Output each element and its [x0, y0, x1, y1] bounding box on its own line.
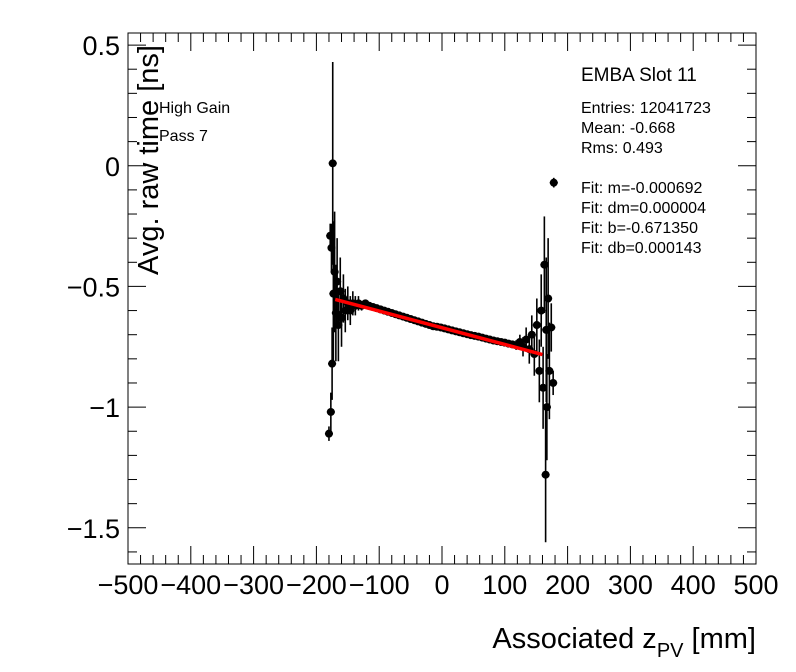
stats-line: Entries: 12041723 [581, 100, 711, 117]
marker [537, 306, 546, 315]
stats-line: Mean: -0.668 [581, 120, 675, 137]
x-tick-label: 400 [671, 570, 716, 600]
marker [333, 277, 342, 286]
marker [324, 429, 333, 438]
axis-ticks [127, 33, 757, 564]
y-tick-label: 0 [105, 152, 120, 182]
marker [539, 383, 548, 392]
marker [328, 359, 337, 368]
x-tick-label: 100 [482, 570, 527, 600]
y-tick-labels: 0.5 0 −0.5 −1 −1.5 [67, 31, 120, 544]
stats-line: Rms: 0.493 [581, 140, 663, 157]
data-point [544, 238, 553, 359]
y-tick-label: −0.5 [67, 272, 120, 302]
data-point [532, 298, 541, 352]
stats-box: Entries: 12041723 Mean: -0.668 Rms: 0.493 F… [581, 100, 711, 257]
chart-title: EMBA Slot 11 [581, 65, 697, 86]
fit-line [334, 297, 543, 357]
x-tick-label: 200 [545, 570, 590, 600]
x-tick-label: −400 [160, 570, 221, 600]
marker [547, 323, 556, 332]
marker [540, 260, 549, 269]
x-tick-label: 0 [434, 570, 449, 600]
data-point [547, 303, 556, 352]
stats-line: Fit: m=-0.000692 [581, 180, 703, 197]
x-tick-label: 500 [733, 570, 778, 600]
x-axis-title: Associated zPV [mm] [492, 623, 756, 662]
x-tick-label: 300 [608, 570, 653, 600]
x-tick-labels: −500 −400 −300 −200 −100 0 100 200 300 400 500 [98, 570, 779, 600]
x-tick-label: −500 [98, 570, 159, 600]
marker [545, 366, 554, 375]
annotation-label: High Gain [159, 100, 230, 117]
data-point [535, 339, 544, 403]
data-point [549, 370, 558, 396]
marker [544, 294, 553, 303]
stats-line: Fit: db=0.000143 [581, 240, 702, 257]
stats-line: Fit: b=-0.671350 [581, 220, 698, 237]
y-tick-label: −1.5 [67, 514, 120, 544]
marker [326, 407, 335, 416]
marker [541, 470, 550, 479]
marker [337, 313, 346, 322]
marker [522, 335, 531, 344]
marker [549, 378, 558, 387]
marker [549, 178, 558, 187]
annotations: High Gain Pass 7 [159, 100, 230, 145]
annotation-label: Pass 7 [159, 128, 208, 145]
data-point [539, 346, 548, 429]
marker [532, 321, 541, 330]
marker [328, 159, 337, 168]
x-tick-label: −300 [223, 570, 284, 600]
fit-line-group [334, 297, 543, 357]
data-point [549, 177, 558, 188]
y-tick-label: 0.5 [82, 31, 120, 61]
data-point [545, 322, 554, 420]
x-tick-label: −200 [286, 570, 347, 600]
y-axis-title: Avg. raw time [ns] [133, 45, 165, 275]
y-tick-label: −1 [89, 393, 120, 423]
x-tick-label: −100 [349, 570, 410, 600]
stats-line: Fit: dm=0.000004 [581, 200, 706, 217]
data-point [324, 426, 333, 441]
data-point [541, 407, 550, 543]
data-point [326, 392, 335, 432]
marker [535, 366, 544, 375]
